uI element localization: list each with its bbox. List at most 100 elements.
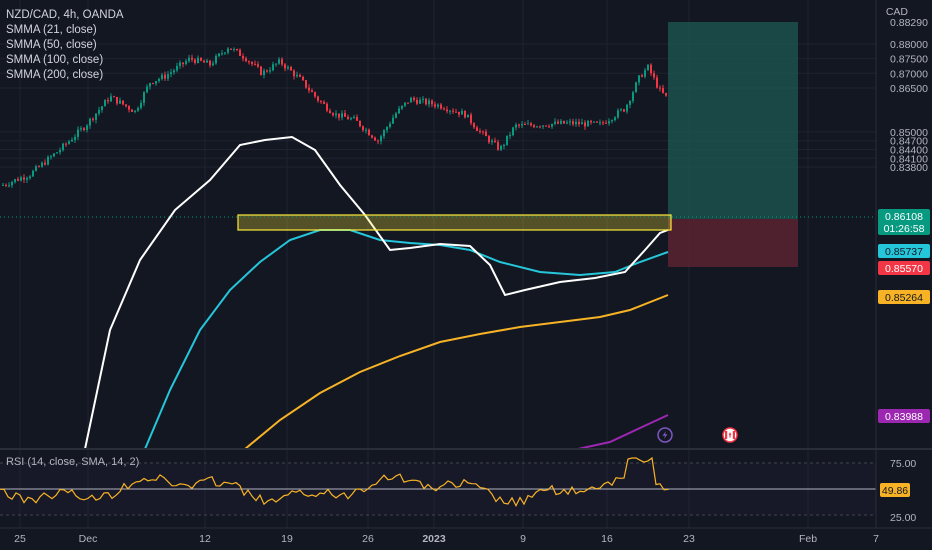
legend-smma-200[interactable]: SMMA (200, close) — [6, 69, 104, 81]
candle-body — [92, 118, 94, 120]
candle-body — [620, 109, 622, 111]
candle-body — [185, 61, 187, 64]
price-tag-bg — [878, 261, 930, 275]
currency-label[interactable]: CAD — [885, 6, 908, 18]
smma-50-line — [144, 229, 669, 450]
time-axis[interactable]: 25 Dec 12 19 26 2023 9 16 23 Feb 7 — [14, 533, 879, 545]
rsi-legend[interactable]: RSI (14, close, SMA, 14, 2) — [6, 456, 140, 468]
candle-body — [164, 74, 166, 79]
price-axis[interactable]: 0.88000 0.87500 0.87000 0.86500 0.850000.847… — [890, 17, 928, 174]
candle-body — [68, 141, 70, 144]
price-tick-label: 0.84100 — [890, 153, 928, 165]
candle-body — [308, 87, 310, 91]
candle-body — [74, 136, 76, 140]
legend-smma-100[interactable]: SMMA (100, close) — [6, 54, 104, 66]
candle-body — [614, 117, 616, 121]
price-tick-label: 0.88290 — [890, 17, 928, 29]
candle-body — [206, 60, 208, 63]
candle-body — [617, 110, 619, 118]
price-tick-label: 0.83800 — [890, 162, 928, 174]
candle-body — [416, 99, 418, 104]
candle-body — [113, 96, 115, 98]
candle-body — [224, 52, 226, 54]
candle-body — [581, 122, 583, 125]
lightning-icon[interactable] — [657, 427, 673, 443]
candle-body — [455, 111, 457, 113]
candle-body — [572, 121, 574, 125]
candle-body — [341, 113, 343, 118]
candle-body — [125, 104, 127, 107]
candle-body — [182, 62, 184, 64]
candle-body — [356, 116, 358, 121]
candle-body — [233, 48, 235, 50]
candle-body — [545, 125, 547, 127]
candle-body — [26, 177, 28, 180]
candle-body — [575, 121, 577, 125]
candle-body — [173, 70, 175, 73]
candle-body — [410, 97, 412, 103]
candle-body — [23, 177, 25, 180]
price-tick-label: 0.87500 — [890, 54, 928, 66]
candle-body — [437, 104, 439, 107]
time-tick-label: 25 — [14, 533, 26, 545]
time-tick-label: 2023 — [422, 533, 446, 545]
candle-body — [296, 74, 298, 77]
candle-body — [116, 96, 118, 104]
candle-body — [653, 73, 655, 78]
symbol-title[interactable]: NZD/CAD, 4h, OANDA — [6, 9, 124, 21]
candle-body — [485, 131, 487, 137]
candle-body — [665, 92, 667, 96]
candle-body — [317, 96, 319, 101]
candle-body — [473, 123, 475, 128]
price-tick-label: 0.86500 — [890, 83, 928, 95]
candle-body — [260, 66, 262, 76]
canada-flag-icon[interactable] — [722, 427, 738, 443]
time-tick-label: 12 — [199, 533, 211, 545]
candle-body — [389, 123, 391, 127]
stop-zone[interactable] — [668, 219, 798, 267]
candle-body — [53, 153, 55, 157]
candle-body — [281, 59, 283, 65]
candle-body — [479, 131, 481, 133]
candle-body — [368, 129, 370, 136]
legend-smma-21[interactable]: SMMA (21, close) — [6, 24, 97, 36]
candle-body — [431, 100, 433, 105]
rsi-axis[interactable]: 75.00 25.00 — [890, 458, 916, 524]
candle-body — [377, 140, 379, 142]
candle-body — [269, 70, 271, 72]
candle-body — [584, 122, 586, 127]
long-position-tool[interactable] — [668, 22, 798, 267]
candle-body — [608, 121, 610, 124]
candle-body — [221, 53, 223, 55]
target-zone[interactable] — [668, 22, 798, 219]
candle-body — [482, 131, 484, 133]
rsi-value-tag[interactable]: 49.86 — [880, 483, 910, 497]
candle-body — [77, 129, 79, 137]
candle-body — [365, 129, 367, 131]
candle-body — [152, 82, 154, 84]
price-tag-label: 0.83988 — [885, 411, 923, 423]
candle-body — [71, 139, 73, 142]
price-tag[interactable]: 0.85570 — [878, 261, 930, 275]
candle-body — [59, 150, 61, 153]
candle-body — [176, 65, 178, 71]
price-tag[interactable]: 0.85264 — [878, 290, 930, 304]
candle-body — [419, 99, 421, 104]
candle-body — [86, 125, 88, 131]
candle-body — [17, 179, 19, 181]
legend-smma-50[interactable]: SMMA (50, close) — [6, 39, 97, 51]
price-tag[interactable]: 0.83988 — [878, 409, 930, 423]
candle-body — [47, 156, 49, 165]
candle-body — [5, 184, 7, 186]
candle-body — [458, 111, 460, 115]
price-tag-label: 0.85737 — [885, 246, 923, 258]
candle-body — [194, 59, 196, 64]
candle-body — [404, 102, 406, 106]
smma-100-line — [244, 294, 669, 450]
candle-body — [290, 67, 292, 71]
resistance-zone[interactable] — [237, 214, 672, 231]
price-tag[interactable]: 0.85737 — [878, 244, 930, 258]
candle-body — [335, 113, 337, 116]
